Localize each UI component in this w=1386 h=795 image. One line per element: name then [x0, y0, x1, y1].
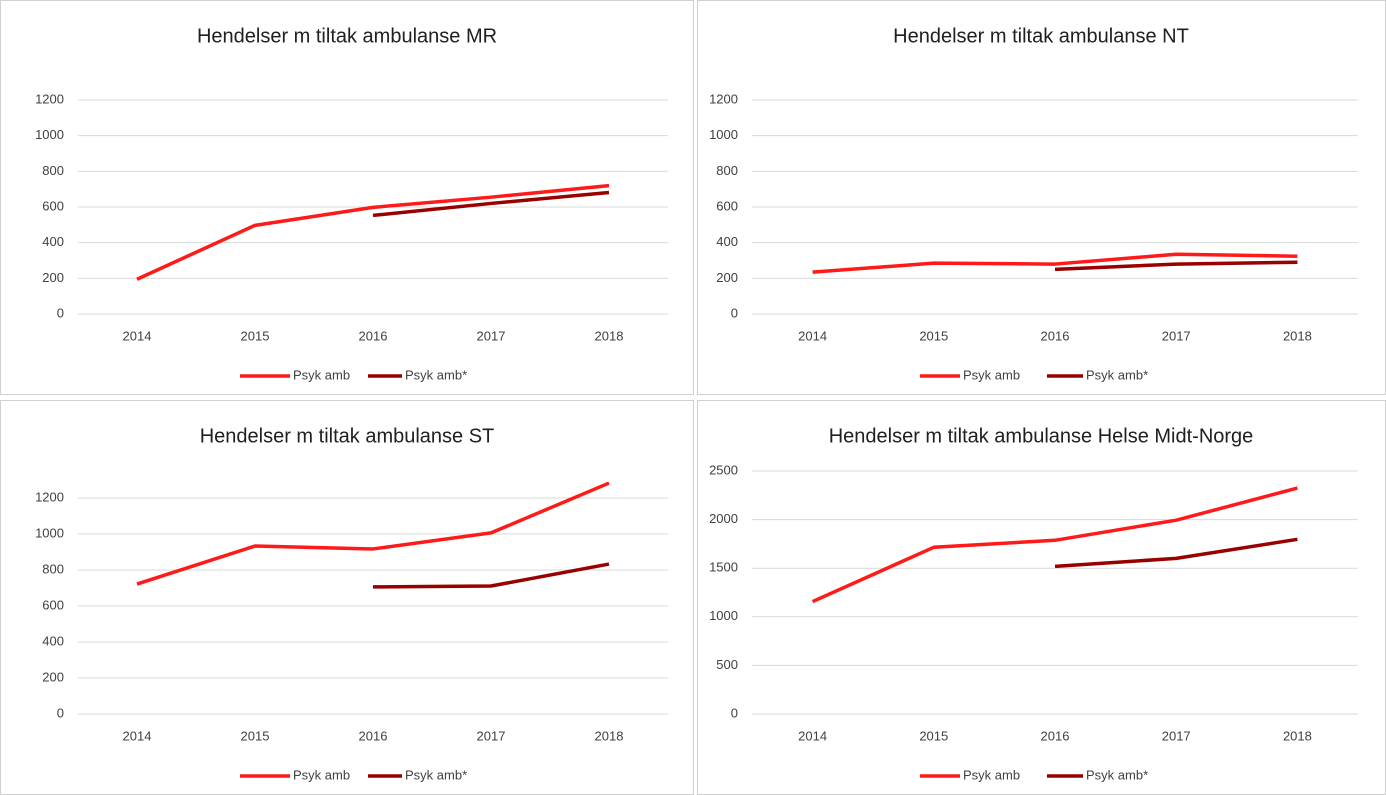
- legend-label: Psyk amb*: [405, 367, 467, 382]
- y-tick-label: 600: [716, 198, 738, 213]
- y-tick-label: 2500: [709, 462, 738, 477]
- series-line: [372, 562, 610, 589]
- x-tick-label: 2014: [798, 728, 827, 743]
- y-tick-label: 200: [42, 270, 64, 285]
- panel: [697, 400, 1386, 795]
- panel: [0, 0, 694, 395]
- y-tick-label: 400: [716, 234, 738, 249]
- x-tick-label: 2015: [241, 328, 270, 343]
- y-tick-label: 800: [42, 163, 64, 178]
- x-tick-label: 2017: [1162, 728, 1191, 743]
- x-tick-label: 2016: [359, 728, 388, 743]
- series-line: [811, 486, 1298, 604]
- series-line: [812, 252, 1298, 274]
- x-tick-label: 2014: [123, 728, 152, 743]
- y-tick-label: 800: [42, 561, 64, 576]
- x-tick-label: 2018: [595, 328, 624, 343]
- x-tick-label: 2018: [1283, 728, 1312, 743]
- x-tick-label: 2018: [1283, 328, 1312, 343]
- chart-title: Hendelser m tiltak ambulanse MR: [197, 25, 497, 47]
- y-tick-label: 200: [716, 270, 738, 285]
- y-tick-label: 0: [57, 305, 64, 320]
- y-tick-label: 800: [716, 163, 738, 178]
- y-tick-label: 1000: [709, 127, 738, 142]
- x-tick-label: 2016: [1041, 328, 1070, 343]
- series-line: [136, 183, 610, 281]
- y-tick-label: 1000: [35, 127, 64, 142]
- y-tick-label: 1500: [709, 560, 738, 575]
- y-tick-label: 1200: [35, 489, 64, 504]
- y-tick-label: 1200: [35, 91, 64, 106]
- legend-label: Psyk amb*: [1086, 767, 1148, 782]
- y-tick-label: 2000: [709, 511, 738, 526]
- x-tick-label: 2017: [1162, 328, 1191, 343]
- y-tick-label: 1000: [35, 525, 64, 540]
- x-tick-label: 2014: [123, 328, 152, 343]
- chart-title: Hendelser m tiltak ambulanse ST: [200, 425, 495, 447]
- x-tick-label: 2015: [919, 728, 948, 743]
- x-tick-label: 2017: [477, 328, 506, 343]
- panel: [697, 0, 1386, 395]
- y-tick-label: 0: [731, 305, 738, 320]
- y-tick-label: 400: [42, 633, 64, 648]
- y-tick-label: 600: [42, 198, 64, 213]
- series-line: [372, 190, 610, 218]
- x-tick-label: 2017: [477, 728, 506, 743]
- y-tick-label: 400: [42, 234, 64, 249]
- y-tick-label: 600: [42, 597, 64, 612]
- legend-label: Psyk amb: [293, 367, 350, 382]
- chart-title: Hendelser m tiltak ambulanse NT: [893, 25, 1189, 47]
- legend-label: Psyk amb: [963, 767, 1020, 782]
- series-line: [1054, 260, 1298, 272]
- series-line: [1054, 537, 1298, 569]
- legend-label: Psyk amb: [963, 367, 1020, 382]
- y-tick-label: 1200: [709, 91, 738, 106]
- x-tick-label: 2016: [359, 328, 388, 343]
- x-tick-label: 2018: [595, 728, 624, 743]
- y-tick-label: 0: [731, 705, 738, 720]
- x-tick-label: 2015: [241, 728, 270, 743]
- legend-label: Psyk amb*: [405, 767, 467, 782]
- series-line: [136, 481, 610, 586]
- chart-title: Hendelser m tiltak ambulanse Helse Midt-…: [829, 425, 1254, 447]
- panel: [0, 400, 694, 795]
- legend-label: Psyk amb: [293, 767, 350, 782]
- y-tick-label: 200: [42, 669, 64, 684]
- x-tick-label: 2015: [919, 328, 948, 343]
- y-tick-label: 0: [57, 705, 64, 720]
- x-tick-label: 2014: [798, 328, 827, 343]
- y-tick-label: 500: [716, 657, 738, 672]
- x-tick-label: 2016: [1041, 728, 1070, 743]
- legend-label: Psyk amb*: [1086, 367, 1148, 382]
- y-tick-label: 1000: [709, 608, 738, 623]
